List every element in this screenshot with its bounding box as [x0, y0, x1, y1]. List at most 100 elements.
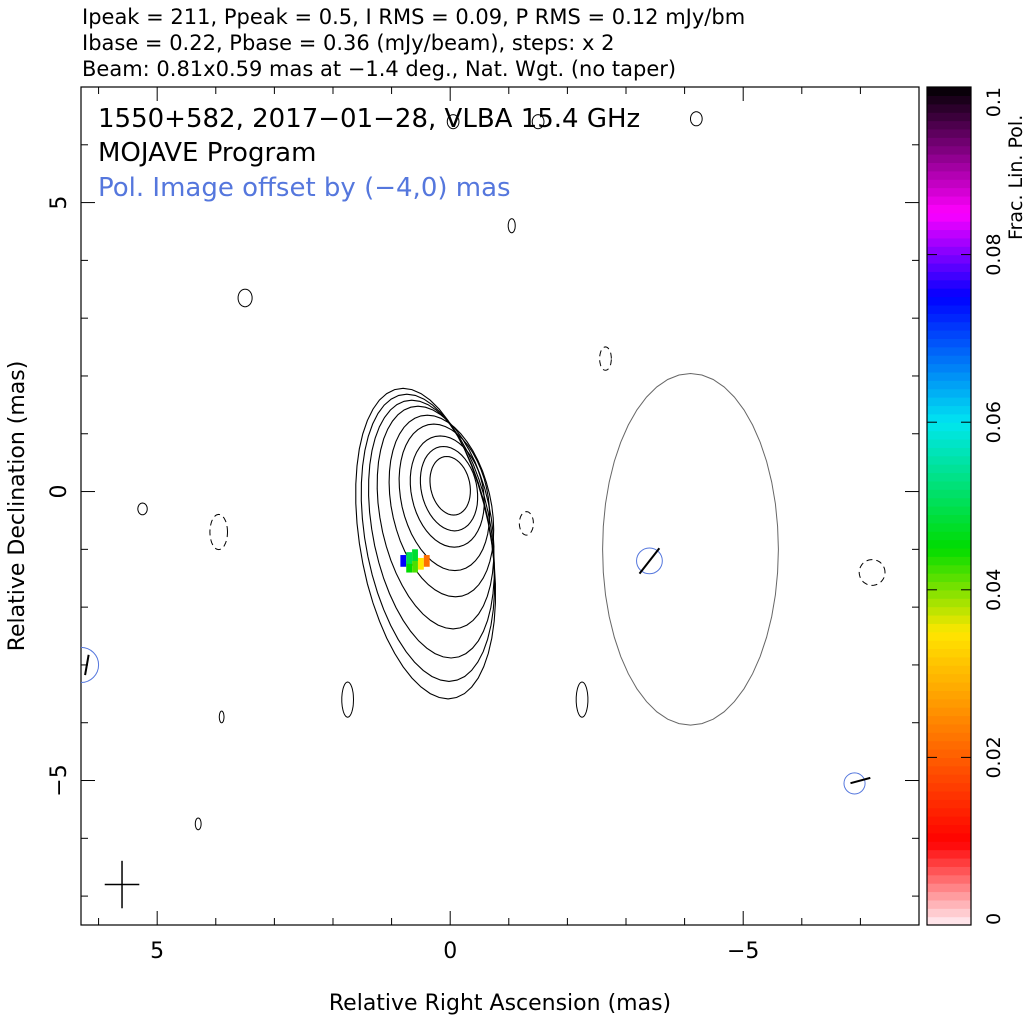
- colorbar-segment: [927, 589, 971, 599]
- colorbar-segment: [927, 288, 971, 298]
- colorbar-segment: [927, 581, 971, 591]
- colorbar-segment: [927, 455, 971, 465]
- colorbar-segment: [927, 740, 971, 750]
- stokes-i-contour-0: [429, 455, 471, 516]
- colorbar-segment: [927, 187, 971, 197]
- colorbar-segment: [927, 883, 971, 893]
- colorbar-segment: [927, 698, 971, 708]
- beam-marker: [104, 860, 140, 909]
- colorbar-tick-label-3: 0.06: [983, 401, 1005, 443]
- program-label: MOJAVE Program: [98, 138, 316, 168]
- colorbar-tick-label-2: 0.04: [983, 569, 1005, 611]
- frac-pol-pixel-3: [417, 557, 424, 570]
- colorbar-segment: [927, 413, 971, 423]
- header-line-2: Ibase = 0.22, Pbase = 0.36 (mJy/beam), s…: [82, 31, 614, 55]
- colorbar-segment: [927, 137, 971, 147]
- colorbar-segment: [927, 531, 971, 541]
- stokes-i-contour-7: [360, 393, 496, 682]
- pol-vector-circle-1: [81, 646, 100, 684]
- colorbar-segment: [927, 631, 971, 641]
- colorbar-segment: [927, 841, 971, 851]
- x-tick-label-0: 5: [150, 939, 164, 964]
- colorbar-segment: [927, 246, 971, 256]
- frac-pol-pixel-1: [406, 560, 413, 573]
- frac-pol-pixel-6: [412, 549, 418, 561]
- colorbar-segment: [927, 782, 971, 792]
- colorbar-segment: [927, 204, 971, 214]
- stokes-i-contour-4: [388, 414, 495, 598]
- colorbar-segment: [927, 154, 971, 164]
- colorbar-segment: [927, 221, 971, 231]
- stokes-i-negative-contour-1: [518, 511, 534, 536]
- colorbar-segment: [927, 480, 971, 490]
- colorbar-segment: [927, 338, 971, 348]
- colorbar-segment: [927, 874, 971, 884]
- frac-pol-pixel-2: [412, 560, 418, 573]
- pol-vector-0: [638, 547, 661, 575]
- colorbar-segment: [927, 179, 971, 189]
- colorbar-segment: [927, 665, 971, 675]
- colorbar-segment: [927, 422, 971, 432]
- colorbar-segment: [927, 673, 971, 683]
- frac-pol-pixel-5: [406, 552, 413, 564]
- colorbar-segment: [927, 145, 971, 155]
- colorbar-segment: [927, 757, 971, 767]
- y-tick-label-2: −5: [47, 764, 72, 796]
- colorbar-segment: [927, 514, 971, 524]
- pol-vector-circle-2: [843, 772, 866, 795]
- colorbar-segment: [927, 296, 971, 306]
- colorbar-segment: [927, 506, 971, 515]
- header-line-3: Beam: 0.81x0.59 mas at −1.4 deg., Nat. W…: [82, 57, 676, 81]
- colorbar-tick-label-0: 0: [983, 913, 1005, 925]
- colorbar-segment: [927, 824, 971, 834]
- colorbar-segment: [927, 120, 971, 130]
- stokes-i-island-contour-5: [194, 817, 202, 831]
- frac-pol-pixel-0: [400, 555, 407, 567]
- colorbar-segment: [927, 237, 971, 247]
- colorbar-segment: [927, 464, 971, 474]
- colorbar-segment: [927, 363, 971, 373]
- colorbar-segment: [927, 547, 971, 557]
- colorbar-segment: [927, 254, 971, 264]
- colorbar-segment: [927, 438, 971, 448]
- y-tick-label-0: 5: [47, 196, 72, 210]
- colorbar-segment: [927, 162, 971, 172]
- pol-offset-note: Pol. Image offset by (−4,0) mas: [98, 173, 511, 203]
- colorbar-segment: [927, 564, 971, 574]
- colorbar-segment: [927, 866, 971, 876]
- colorbar-segment: [927, 623, 971, 633]
- x-tick-label-1: 0: [443, 939, 457, 964]
- colorbar-segment: [927, 908, 971, 918]
- colorbar-segment: [927, 271, 971, 281]
- stokes-i-contour-8: [355, 387, 496, 700]
- colorbar-segment: [927, 732, 971, 742]
- colorbar-segment: [927, 816, 971, 826]
- colorbar-segment: [927, 380, 971, 390]
- stokes-i-island-contour-9: [690, 111, 703, 127]
- colorbar-segment: [927, 313, 971, 323]
- colorbar-segment: [927, 304, 971, 314]
- colorbar-segment: [927, 723, 971, 733]
- colorbar-segment: [927, 556, 971, 566]
- colorbar-segment: [927, 790, 971, 800]
- colorbar-segment: [927, 95, 971, 105]
- stokes-i-negative-contour-2: [599, 346, 612, 371]
- colorbar-segment: [927, 472, 971, 482]
- colorbar-segment: [927, 573, 971, 583]
- x-tick-label-2: −5: [727, 939, 759, 964]
- colorbar: 0 0.02 0.04 0.06 0.08 0.1: [926, 86, 1005, 926]
- colorbar-segment: [927, 849, 971, 859]
- colorbar-segment: [927, 690, 971, 700]
- colorbar-segment: [927, 128, 971, 138]
- colorbar-segment: [927, 765, 971, 775]
- colorbar-segment: [927, 212, 971, 222]
- colorbar-segment: [927, 170, 971, 180]
- colorbar-segment: [927, 279, 971, 289]
- colorbar-segment: [927, 539, 971, 549]
- colorbar-segment: [927, 447, 971, 457]
- colorbar-segment: [927, 346, 971, 356]
- stokes-i-island-contour-7: [531, 114, 545, 130]
- colorbar-segment: [927, 522, 971, 532]
- x-axis-label: Relative Right Ascension (mas): [329, 991, 671, 1016]
- y-tick-label-1: 0: [47, 485, 72, 499]
